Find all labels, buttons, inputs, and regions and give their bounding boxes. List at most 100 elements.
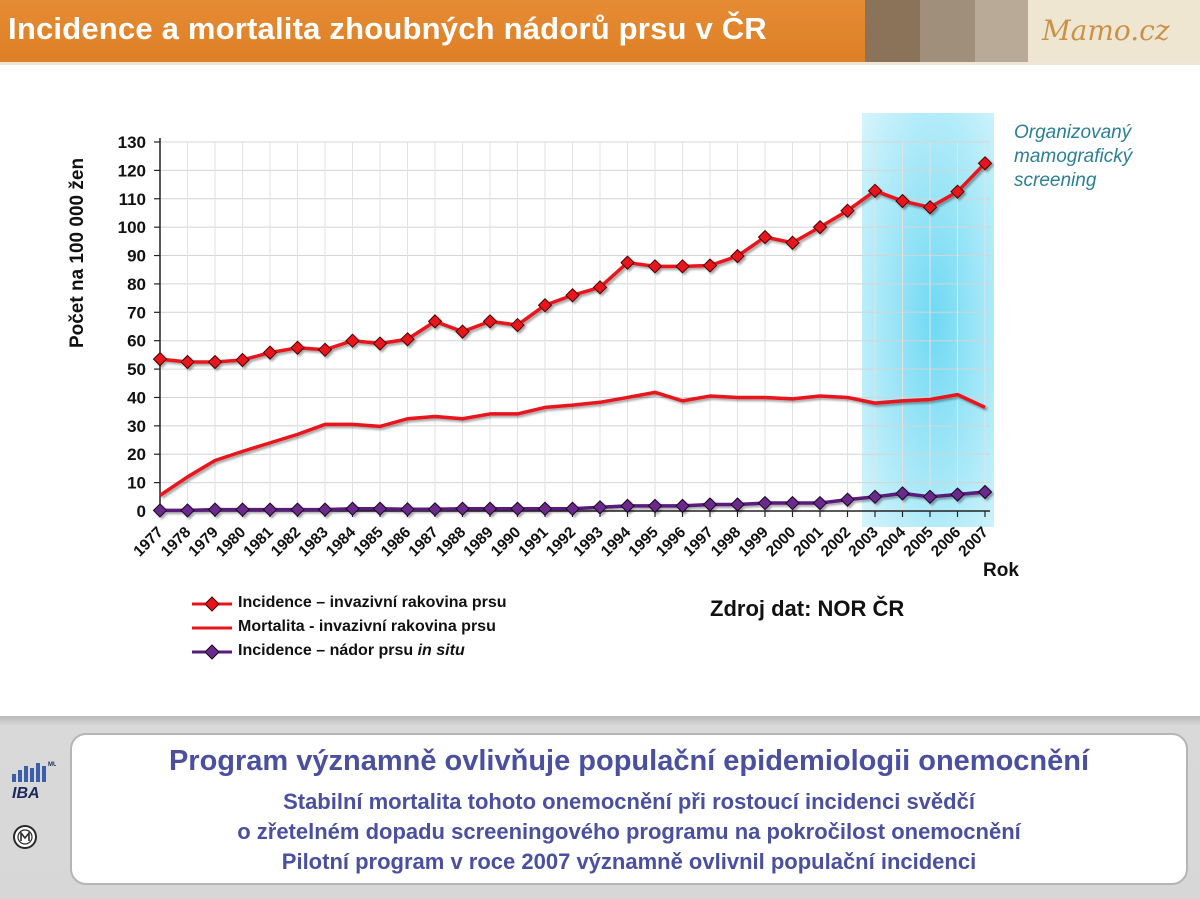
- x-tick-label: 1985: [350, 524, 387, 561]
- x-tick-label: 2004: [873, 524, 910, 561]
- x-tick-label: 1999: [735, 524, 772, 561]
- y-tick-labels: 0 10 20 30 40 50 60 70 80 90 100 110 120 130: [118, 133, 146, 521]
- y-tick-label: 60: [127, 332, 146, 351]
- data-point-marker: [840, 203, 855, 218]
- data-point-marker: [702, 497, 718, 512]
- data-point-marker: [730, 497, 745, 512]
- data-point-marker: [317, 502, 333, 517]
- data-point-marker: [867, 183, 883, 199]
- x-tick-label: 1978: [158, 524, 195, 561]
- data-source-note: Zdroj dat: NOR ČR: [710, 596, 905, 621]
- chart-series: [152, 156, 993, 518]
- data-point-marker: [235, 502, 250, 517]
- legend-label-italic: in situ: [417, 642, 465, 659]
- incidence-mortality-chart: 0 10 20 30 40 50 60 70 80 90 100 110 120 130 19771978…: [67, 113, 1019, 581]
- x-tick-label: 1992: [543, 524, 579, 560]
- data-point-marker: [757, 495, 773, 511]
- x-tick-label: 1981: [240, 524, 277, 561]
- iba-logo-superscript: MU: [48, 762, 56, 768]
- data-point-marker: [180, 354, 195, 370]
- data-point-marker: [565, 501, 580, 516]
- data-point-marker: [867, 489, 883, 505]
- data-point-marker: [977, 156, 993, 171]
- y-tick-label: 30: [127, 417, 146, 436]
- data-point-marker: [895, 193, 910, 209]
- data-point-marker: [647, 259, 663, 274]
- data-point-marker: [675, 498, 690, 514]
- data-point-marker: [895, 486, 910, 501]
- data-point-marker: [372, 501, 388, 516]
- data-point-marker: [400, 332, 415, 347]
- legend-line-red-icon: [192, 626, 232, 630]
- data-point-marker: [537, 298, 553, 313]
- data-point-marker: [812, 219, 828, 235]
- series-line: [159, 390, 986, 497]
- header-swatch: [865, 0, 920, 62]
- x-tick-label: 2006: [928, 524, 965, 561]
- legend-diamond-red-icon: [192, 596, 232, 612]
- y-axis-label: Počet na 100 000 žen: [67, 158, 88, 348]
- data-point-marker: [730, 248, 745, 264]
- data-point-marker: [510, 317, 525, 333]
- y-tick-label: 50: [127, 360, 146, 379]
- data-point-marker: [757, 229, 773, 245]
- y-tick-label: 80: [127, 275, 146, 294]
- data-point-marker: [950, 184, 965, 199]
- data-point-marker: [400, 502, 415, 517]
- data-point-marker: [922, 489, 938, 505]
- x-tick-label: 1982: [268, 524, 304, 560]
- y-tick-label: 110: [119, 190, 146, 209]
- data-point-marker: [647, 498, 663, 514]
- data-point-marker: [592, 500, 608, 515]
- data-point-marker: [180, 503, 195, 518]
- data-point-marker: [785, 495, 800, 511]
- data-point-marker: [565, 288, 580, 303]
- data-point-marker: [620, 255, 635, 270]
- data-point-marker: [345, 501, 360, 516]
- header-title-bar: Incidence a mortalita zhoubných nádorů p…: [0, 0, 865, 62]
- screening-period-highlight: [862, 113, 994, 527]
- x-tick-label: 2005: [900, 524, 937, 561]
- key-message-title: Program významně ovlivňuje populační epi…: [168, 745, 1090, 777]
- x-tick-label: 1998: [708, 524, 745, 561]
- series-group: [159, 390, 986, 497]
- data-point-marker: [922, 200, 938, 215]
- legend-label: Incidence – invazivní rakovina prsu: [238, 594, 507, 611]
- data-point-marker: [317, 342, 333, 357]
- x-tick-label: 1994: [598, 524, 635, 561]
- key-message-box: Program významně ovlivňuje populační epi…: [70, 733, 1188, 885]
- chart-gridlines: [154, 141, 990, 517]
- y-tick-label: 20: [127, 445, 146, 464]
- data-point-marker: [510, 501, 525, 516]
- iba-logo-icon: MU IBA: [12, 762, 56, 802]
- x-tick-label: 1991: [515, 524, 552, 561]
- y-tick-label: 40: [127, 388, 146, 407]
- data-point-marker: [235, 352, 250, 368]
- series-group: [152, 484, 993, 518]
- data-point-marker: [785, 235, 800, 250]
- slide-header: Incidence a mortalita zhoubných nádorů p…: [0, 0, 1200, 65]
- x-tick-label: 1993: [570, 524, 607, 561]
- legend-label: Incidence – nádor prsu in situ: [238, 642, 465, 660]
- data-point-marker: [455, 324, 470, 339]
- data-point-marker: [840, 492, 855, 507]
- data-point-marker: [152, 503, 168, 518]
- data-point-marker: [372, 336, 388, 351]
- x-tick-label: 1986: [378, 524, 415, 561]
- data-point-marker: [427, 314, 443, 329]
- y-tick-label: 0: [137, 502, 146, 521]
- data-point-marker: [152, 351, 168, 367]
- iba-logo-text: IBA: [12, 785, 40, 802]
- x-tick-label: 2002: [818, 524, 854, 560]
- x-tick-label: 1988: [433, 524, 470, 561]
- x-tick-label: 1979: [185, 524, 222, 561]
- data-point-marker: [482, 314, 498, 329]
- x-tick-label: 1984: [323, 524, 360, 561]
- y-tick-label: 130: [118, 133, 146, 152]
- data-point-marker: [345, 333, 360, 348]
- data-point-marker: [262, 502, 278, 517]
- x-tick-label: 1989: [460, 524, 497, 561]
- y-tick-label: 120: [118, 161, 146, 180]
- header-swatch: [920, 0, 975, 62]
- data-point-marker: [620, 498, 635, 514]
